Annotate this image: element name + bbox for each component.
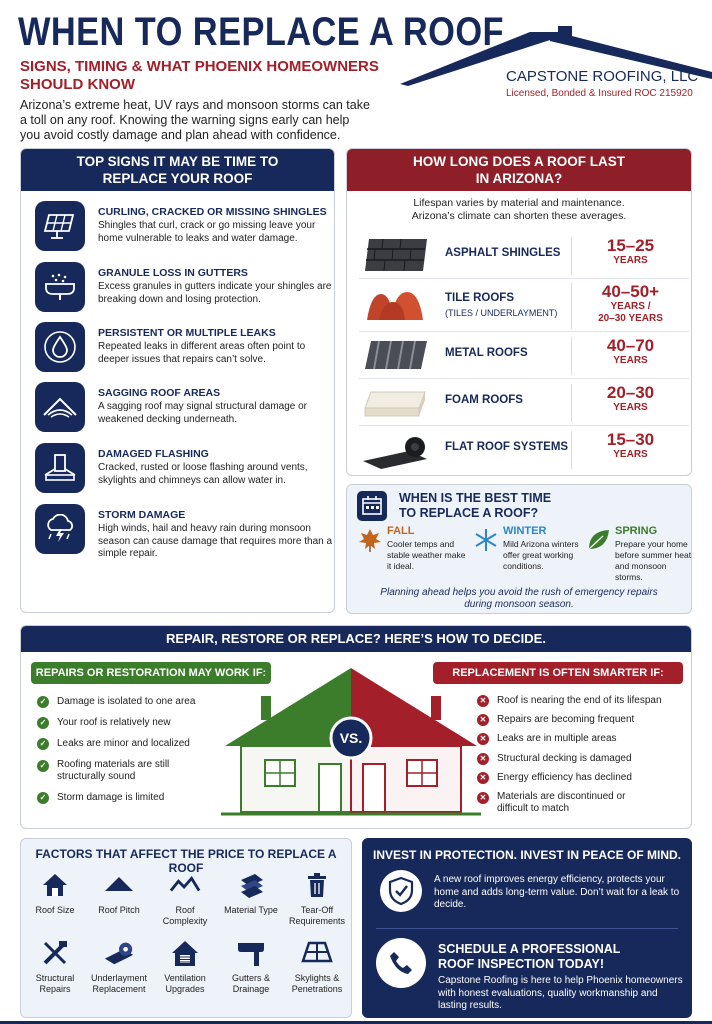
snowflake-icon [475,529,497,551]
factors-panel: FACTORS THAT AFFECT THE PRICE TO REPLACE… [20,838,352,1018]
x-icon: ✕ [477,753,489,765]
season-fall: FALL Cooler temps and stable weather mak… [357,525,465,585]
water-drop-icon [35,322,85,372]
decide-banner: REPAIR, RESTORE OR REPLACE? HERE’S HOW T… [21,626,691,652]
tile-roof-icon [367,292,423,320]
sign-item: GRANULE LOSS IN GUTTERS Excess granules … [35,262,335,318]
lifespan-row: METAL ROOFS 40–70 YEARS [359,333,689,379]
factor-item: Gutters & Drainage [219,939,283,994]
invest-desc: A new roof improves energy efficiency, p… [434,874,680,910]
storm-cloud-icon [35,504,85,554]
factor-item: Skylights & Penetrations [285,939,349,994]
vs-badge: VS. [339,730,363,746]
shield-check-icon [380,870,422,912]
lifespan-row: ASPHALT SHINGLES 15–25 YEARS [359,233,689,279]
lifespan-row: TILE ROOFS (TILES / UNDERLAYMENT) 40–50+… [359,280,689,332]
cta-title[interactable]: SCHEDULE A PROFESSIONAL ROOF INSPECTION T… [438,942,621,971]
roof-logo-icon [400,26,712,86]
intro-text: Arizona’s extreme heat, UV rays and mons… [20,98,370,142]
best-time-panel: WHEN IS THE BEST TIME TO REPLACE A ROOF? … [346,484,692,614]
flat-roof-roll-icon [363,437,427,469]
lifespan-panel-title: HOW LONG DOES A ROOF LAST IN ARIZONA? [347,149,691,191]
decide-panel: REPAIR, RESTORE OR REPLACE? HERE’S HOW T… [20,625,692,829]
check-icon: ✓ [37,717,49,729]
x-icon: ✕ [477,792,489,804]
x-icon: ✕ [477,714,489,726]
flashing-icon [35,443,85,493]
season-spring: SPRING Prepare your home before summer h… [585,525,691,585]
page-title: WHEN TO REPLACE A ROOF [18,10,504,54]
trash-can-icon [301,871,333,899]
factor-item: Roof Size [23,871,87,916]
check-icon: ✓ [37,738,49,750]
gutter-granules-icon [35,262,85,312]
factor-item: Underlayment Replacement [87,939,151,994]
best-time-note: Planning ahead helps you avoid the rush … [380,587,658,610]
roof-complexity-icon [169,871,201,899]
solar-shingles-icon [35,201,85,251]
metal-roof-icon [365,340,427,370]
calendar-icon [357,491,387,521]
house-vs-illustration [221,668,481,816]
house-icon [39,871,71,899]
lifespan-row: FOAM ROOFS 20–30 YEARS [359,380,689,426]
factor-item: Material Type [219,871,283,916]
invest-title: INVEST IN PROTECTION. INVEST IN PEACE OF… [372,848,682,862]
x-icon: ✕ [477,733,489,745]
check-icon: ✓ [37,792,49,804]
repair-title: REPAIRS OR RESTORATION MAY WORK IF: [31,662,271,684]
lifespan-row: FLAT ROOF SYSTEMS 15–30 YEARS [359,427,689,473]
season-winter: WINTER Mild Arizona winters offer great … [473,525,579,585]
sign-item: CURLING, CRACKED OR MISSING SHINGLES Shi… [35,201,335,257]
x-icon: ✕ [477,772,489,784]
factor-item: Roof Complexity [153,871,217,926]
replace-title: REPLACEMENT IS OFTEN SMARTER IF: [433,662,683,684]
signs-panel: TOP SIGNS IT MAY BE TIME TO REPLACE YOUR … [20,148,335,613]
foam-roof-icon [364,391,426,417]
gutter-icon [235,939,267,967]
spring-leaf-icon [588,530,609,550]
divider [376,928,678,929]
signs-panel-title: TOP SIGNS IT MAY BE TIME TO REPLACE YOUR … [21,149,334,191]
check-icon: ✓ [37,696,49,708]
lifespan-note: Lifespan varies by material and maintena… [411,197,627,222]
x-icon: ✕ [477,695,489,707]
cta-desc: Capstone Roofing is here to help Phoenix… [438,975,683,1011]
sign-item: DAMAGED FLASHING Cracked, rusted or loos… [35,443,335,499]
check-icon: ✓ [37,760,49,772]
underlayment-roll-icon [103,939,135,967]
invest-panel: INVEST IN PROTECTION. INVEST IN PEACE OF… [362,838,692,1018]
ventilation-house-icon [169,939,201,967]
asphalt-shingles-icon [365,238,427,272]
phone-icon [376,938,426,988]
license-text: Licensed, Bonded & Insured ROC 215920 [506,88,693,99]
factor-item: Structural Repairs [23,939,87,994]
roof-pitch-icon [103,871,135,899]
material-stack-icon [235,871,267,899]
best-time-title: WHEN IS THE BEST TIME TO REPLACE A ROOF? [399,491,552,520]
factor-item: Ventilation Upgrades [153,939,217,994]
sign-item: STORM DAMAGE High winds, hail and heavy … [35,504,335,560]
leaf-icon [359,529,381,552]
tools-icon [39,939,71,967]
page-subtitle: SIGNS, TIMING & WHAT PHOENIX HOMEOWNERS … [20,58,379,93]
lifespan-panel: HOW LONG DOES A ROOF LAST IN ARIZONA? Lif… [346,148,692,476]
sign-item: PERSISTENT OR MULTIPLE LEAKS Repeated le… [35,322,335,378]
footer-line [0,1021,712,1024]
sign-item: SAGGING ROOF AREAS A sagging roof may si… [35,382,335,438]
factor-item: Roof Pitch [87,871,151,916]
factors-title: FACTORS THAT AFFECT THE PRICE TO REPLACE… [35,847,337,875]
skylight-icon [301,939,333,967]
sagging-roof-icon [35,382,85,432]
company-name: CAPSTONE ROOFING, LLC [506,68,699,85]
factor-item: Tear-Off Requirements [285,871,349,926]
